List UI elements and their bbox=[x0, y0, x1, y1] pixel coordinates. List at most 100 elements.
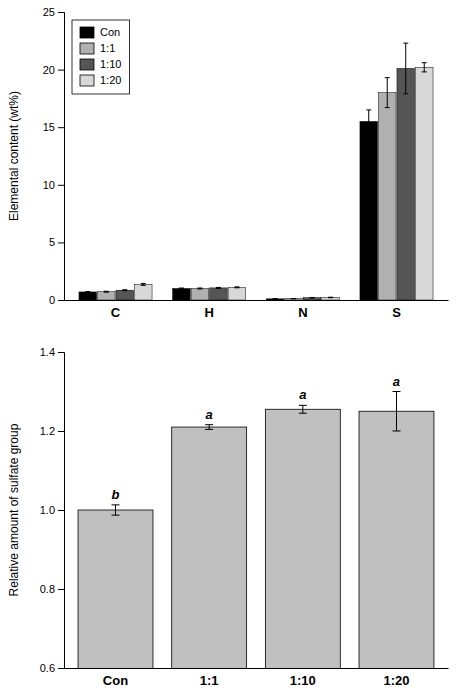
error-bar-part bbox=[310, 297, 315, 298]
y-tick-label: 10 bbox=[43, 179, 55, 191]
y-tick: 0.8 bbox=[40, 583, 64, 595]
error-bar-part bbox=[197, 288, 202, 289]
error-bar-part bbox=[141, 283, 146, 284]
x-tick: Con bbox=[103, 673, 128, 688]
legend-item: 1:20 bbox=[80, 74, 121, 86]
x-axis: CHNS bbox=[65, 301, 449, 321]
error-bar-part bbox=[205, 424, 213, 425]
legend-swatch bbox=[80, 43, 94, 54]
error-bar-part bbox=[387, 78, 388, 108]
error-bar-part bbox=[273, 298, 278, 299]
error-bar-part bbox=[104, 291, 109, 292]
error-bar-part bbox=[85, 291, 90, 292]
bar bbox=[228, 287, 246, 300]
y-tick-line bbox=[58, 300, 64, 301]
error-bar-part bbox=[216, 288, 221, 289]
y-tick-label: 0 bbox=[49, 294, 55, 306]
y-tick: 1.0 bbox=[40, 504, 64, 516]
y-tick-label: 1.2 bbox=[40, 425, 55, 437]
error-bar bbox=[392, 392, 400, 432]
error-bar bbox=[112, 505, 120, 515]
x-tick-label: 1:20 bbox=[383, 673, 409, 688]
y-axis-title: Relative amount of sulfate group bbox=[7, 423, 21, 596]
y-tick: 0.6 bbox=[40, 662, 64, 674]
error-bar-part bbox=[205, 429, 213, 430]
x-tick: C bbox=[111, 305, 121, 320]
y-tick-line bbox=[58, 127, 64, 128]
x-tick-label: 1:10 bbox=[290, 673, 316, 688]
error-bar-part bbox=[385, 107, 390, 108]
error-bar-part bbox=[403, 43, 408, 44]
y-tick-line bbox=[58, 185, 64, 186]
x-axis-line bbox=[65, 668, 449, 669]
error-bar-part bbox=[122, 290, 127, 291]
error-bar-part bbox=[422, 71, 427, 72]
error-bar-part bbox=[396, 392, 397, 432]
panel: 0510152025CHNSElemental content (wt%)Con… bbox=[7, 6, 449, 320]
error-bar bbox=[422, 63, 427, 72]
bar bbox=[134, 284, 152, 300]
error-bar bbox=[310, 297, 315, 298]
chart-root: 0510152025CHNSElemental content (wt%)Con… bbox=[0, 0, 462, 700]
y-tick-line bbox=[58, 242, 64, 243]
y-tick: 0 bbox=[49, 294, 64, 306]
annotation: b bbox=[112, 487, 120, 502]
legend-swatch bbox=[80, 75, 94, 86]
y-tick: 10 bbox=[43, 179, 64, 191]
x-tick: H bbox=[204, 305, 213, 320]
x-tick: 1:1 bbox=[200, 673, 219, 688]
bar bbox=[266, 299, 284, 300]
error-bar bbox=[122, 289, 127, 291]
annotation: a bbox=[206, 407, 213, 422]
bar bbox=[303, 298, 321, 300]
y-tick: 5 bbox=[49, 236, 64, 248]
legend: Con1:11:101:20 bbox=[72, 20, 129, 94]
y-tick-label: 5 bbox=[49, 236, 55, 248]
error-bar-part bbox=[368, 110, 369, 133]
error-bar-part bbox=[197, 288, 202, 289]
error-bar bbox=[205, 425, 213, 430]
bar bbox=[173, 288, 191, 300]
legend-label: 1:20 bbox=[100, 74, 121, 86]
error-bar-part bbox=[403, 93, 408, 94]
error-bar-part bbox=[179, 288, 184, 289]
legend-item: 1:1 bbox=[80, 42, 115, 54]
x-tick-label: C bbox=[111, 305, 121, 320]
error-bar-part bbox=[112, 504, 120, 505]
error-bar-part bbox=[209, 425, 210, 430]
error-bar bbox=[273, 298, 278, 299]
y-tick-label: 25 bbox=[43, 6, 55, 18]
x-axis-line bbox=[65, 300, 449, 301]
y-tick-label: 0.6 bbox=[40, 662, 55, 674]
legend-label: Con bbox=[100, 26, 120, 38]
error-bar bbox=[299, 405, 307, 413]
error-bar bbox=[403, 43, 408, 94]
x-tick-label: H bbox=[204, 305, 213, 320]
error-bar bbox=[328, 297, 333, 298]
y-tick-line bbox=[58, 12, 64, 13]
error-bar-part bbox=[392, 431, 400, 432]
legend-frame bbox=[72, 20, 129, 94]
bar bbox=[172, 427, 247, 668]
error-bar-part bbox=[216, 287, 221, 288]
error-bar-part bbox=[328, 297, 333, 298]
error-bar-part bbox=[122, 289, 127, 290]
bar bbox=[79, 292, 97, 300]
y-axis-line bbox=[58, 13, 65, 301]
error-bar-part bbox=[112, 515, 120, 516]
y-tick-line bbox=[58, 431, 64, 432]
legend-swatch bbox=[80, 27, 94, 38]
error-bar-part bbox=[299, 413, 307, 414]
y-tick-label: 15 bbox=[43, 121, 55, 133]
error-bar bbox=[197, 288, 202, 290]
y-tick: 1.2 bbox=[40, 425, 64, 437]
error-bar-part bbox=[385, 77, 390, 78]
legend-item: Con bbox=[80, 26, 120, 38]
y-axis: 0510152025 bbox=[43, 6, 65, 306]
x-tick-label: N bbox=[298, 305, 307, 320]
error-bar bbox=[179, 288, 184, 290]
x-tick: 1:20 bbox=[383, 673, 409, 688]
x-tick-label: 1:1 bbox=[200, 673, 219, 688]
y-axis: 0.60.81.01.21.4 bbox=[40, 346, 65, 674]
error-bar bbox=[104, 291, 109, 293]
